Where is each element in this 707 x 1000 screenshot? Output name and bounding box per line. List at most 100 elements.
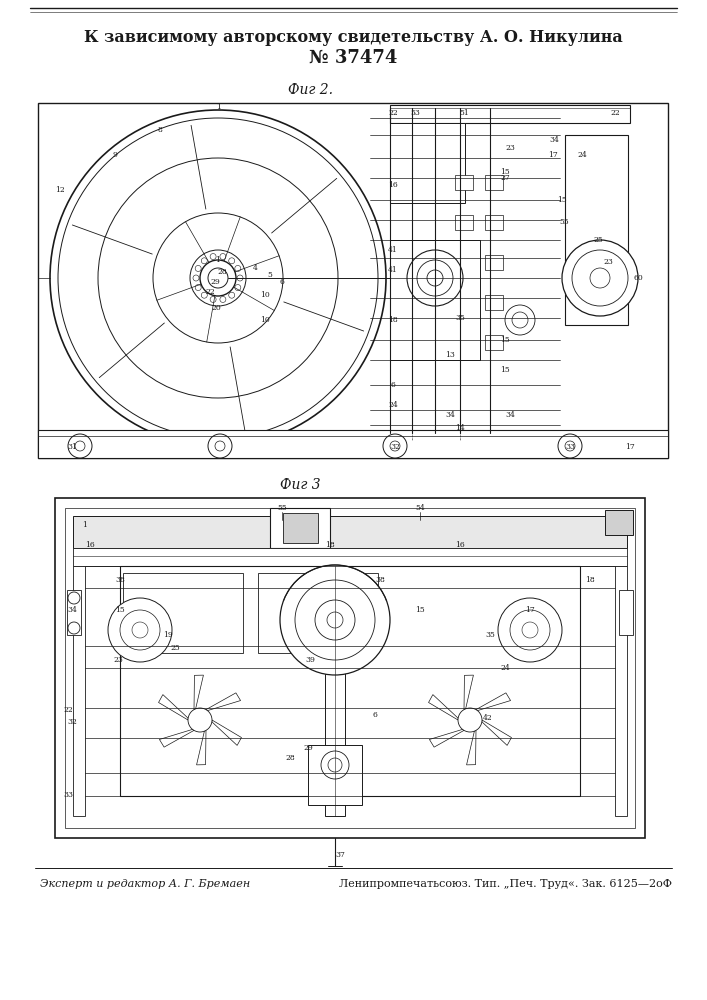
Text: 55: 55 <box>559 218 569 226</box>
Bar <box>485 255 503 270</box>
Text: Ленипромпечатьсоюз. Тип. „Печ. Труд«. Зак. 6125—2оФ: Ленипромпечатьсоюз. Тип. „Печ. Труд«. За… <box>339 879 672 889</box>
Bar <box>258 573 378 653</box>
Circle shape <box>565 441 575 451</box>
Text: 15: 15 <box>500 168 510 176</box>
Bar <box>55 498 645 838</box>
Text: 34: 34 <box>445 411 455 419</box>
Text: 9: 9 <box>112 151 117 159</box>
Ellipse shape <box>153 213 283 343</box>
Text: К зависимому авторскому свидетельству А. О. Никулина: К зависимому авторскому свидетельству А.… <box>83 29 622 46</box>
Circle shape <box>280 565 390 675</box>
Circle shape <box>327 612 343 628</box>
Circle shape <box>220 296 226 302</box>
Text: 18: 18 <box>585 576 595 584</box>
Text: 34: 34 <box>549 136 559 144</box>
Text: 20: 20 <box>211 304 221 312</box>
Bar <box>67 590 81 635</box>
Circle shape <box>321 751 349 779</box>
Circle shape <box>195 285 201 291</box>
Circle shape <box>572 250 628 306</box>
Circle shape <box>512 312 528 328</box>
Circle shape <box>220 254 226 260</box>
Text: 24: 24 <box>577 151 587 159</box>
Bar <box>390 123 465 203</box>
Bar <box>325 566 345 816</box>
Bar <box>123 573 243 653</box>
Polygon shape <box>429 729 464 747</box>
Circle shape <box>328 758 342 772</box>
Circle shape <box>210 296 216 302</box>
Text: 41: 41 <box>388 246 398 254</box>
Text: 1: 1 <box>83 521 88 529</box>
Bar <box>270 508 330 548</box>
Bar <box>390 240 480 360</box>
Text: 5: 5 <box>267 271 272 279</box>
Circle shape <box>132 622 148 638</box>
Text: 53: 53 <box>410 109 420 117</box>
Circle shape <box>295 580 375 660</box>
Ellipse shape <box>200 260 236 296</box>
Text: 18: 18 <box>325 541 335 549</box>
Text: Фиг 3: Фиг 3 <box>280 478 320 492</box>
Bar <box>455 255 473 270</box>
Text: 32: 32 <box>67 718 77 726</box>
Bar <box>73 516 627 548</box>
Text: 22: 22 <box>63 706 73 714</box>
Bar <box>65 508 635 828</box>
Text: 35: 35 <box>485 631 495 639</box>
Text: 10: 10 <box>260 291 270 299</box>
Bar <box>38 103 668 458</box>
Circle shape <box>188 708 212 732</box>
Text: 15: 15 <box>115 606 125 614</box>
Bar <box>615 566 627 816</box>
Text: 18: 18 <box>388 316 398 324</box>
Text: 28: 28 <box>285 754 295 762</box>
Text: Эксперт и редактор А. Г. Бремаен: Эксперт и редактор А. Г. Бремаен <box>40 879 250 889</box>
Text: 17: 17 <box>625 443 635 451</box>
Text: 10: 10 <box>260 316 270 324</box>
Text: 42: 42 <box>483 714 493 722</box>
Text: 25: 25 <box>593 236 603 244</box>
Circle shape <box>193 275 199 281</box>
Polygon shape <box>212 720 242 745</box>
Text: 37: 37 <box>335 851 345 859</box>
Text: № 37474: № 37474 <box>309 49 397 67</box>
Text: 6: 6 <box>373 711 378 719</box>
Circle shape <box>201 292 207 298</box>
Ellipse shape <box>190 250 246 306</box>
Circle shape <box>558 434 582 458</box>
Circle shape <box>505 305 535 335</box>
Bar <box>485 175 503 190</box>
Bar <box>485 215 503 230</box>
Text: 23: 23 <box>603 258 613 266</box>
Bar <box>120 566 580 796</box>
Text: 4: 4 <box>252 264 257 272</box>
Polygon shape <box>476 693 510 711</box>
Circle shape <box>235 285 241 291</box>
Circle shape <box>108 598 172 662</box>
Bar <box>390 105 630 123</box>
Polygon shape <box>206 693 240 711</box>
Text: 17: 17 <box>525 606 535 614</box>
Text: 6: 6 <box>279 278 284 286</box>
Circle shape <box>390 441 400 451</box>
Bar <box>38 430 668 458</box>
Text: Фиг 2.: Фиг 2. <box>288 83 332 97</box>
Circle shape <box>237 275 243 281</box>
Bar <box>283 513 318 543</box>
Bar <box>485 335 503 350</box>
Circle shape <box>590 268 610 288</box>
Text: 38: 38 <box>115 576 125 584</box>
Text: 22: 22 <box>388 109 398 117</box>
Polygon shape <box>482 720 511 745</box>
Circle shape <box>229 258 235 264</box>
Circle shape <box>510 610 550 650</box>
Circle shape <box>383 434 407 458</box>
Polygon shape <box>467 730 476 765</box>
Text: 15: 15 <box>557 196 567 204</box>
Text: 19: 19 <box>163 631 173 639</box>
Text: 34: 34 <box>505 411 515 419</box>
Circle shape <box>229 292 235 298</box>
Text: 8: 8 <box>158 126 163 134</box>
Text: 23: 23 <box>505 144 515 152</box>
